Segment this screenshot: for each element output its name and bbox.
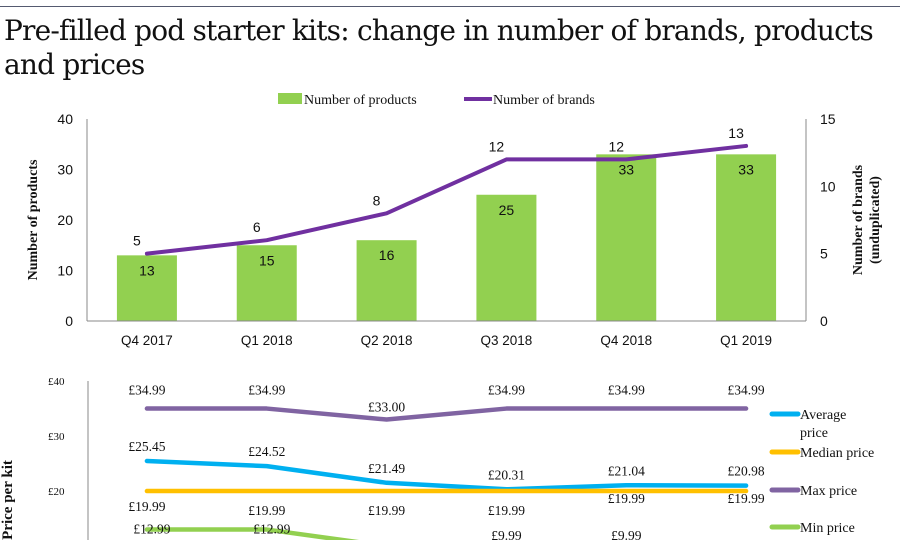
legend-swatch-products [278,93,302,104]
bar-products [236,245,297,321]
line-brands [144,143,749,256]
x-tick-label: Q2 2018 [361,333,413,348]
data-label: £19.99 [728,491,765,506]
y2-axis-title: (unduplicated) [868,176,883,264]
data-label: £21.04 [608,463,645,478]
bar-label: 16 [379,247,395,263]
data-label: £34.99 [128,383,165,398]
data-label: £34.99 [728,383,765,398]
bar-label: 25 [499,202,515,218]
line-min-price [144,527,360,540]
data-label: £19.99 [488,503,525,518]
line-label: 12 [608,138,624,154]
data-label: £19.99 [368,503,405,518]
y2-tick-label: 5 [820,246,828,262]
line-label: 12 [489,138,505,154]
line-average-price [144,458,749,492]
top-rule [0,6,900,7]
line-label: 5 [133,233,141,249]
x-tick-label: Q1 2018 [241,333,293,348]
data-label: £12.99 [253,522,290,537]
y-tick-label: 10 [57,263,73,279]
legend-label: Min price [800,521,855,536]
y2-tick-label: 10 [820,178,836,194]
legend-label: Number of products [304,93,417,108]
data-label: £20.98 [728,464,765,479]
y-tick-label: 20 [57,212,73,228]
data-label: £19.99 [608,491,645,506]
data-label: £20.31 [488,467,525,482]
y-tick-label: £30 [48,431,65,443]
bar-label: 33 [618,161,634,177]
line-label: 13 [728,125,744,141]
y-tick-label: 40 [57,111,73,127]
legend-label: Average [800,408,846,423]
bar-label: 15 [259,252,275,268]
y-tick-label: 30 [57,162,73,178]
y2-tick-label: 0 [820,313,828,329]
line-label: 6 [253,219,261,235]
x-tick-label: Q3 2018 [481,333,533,348]
y2-tick-label: 15 [820,111,836,127]
data-label: £24.52 [248,444,285,459]
legend-label: Number of brands [493,93,595,108]
data-label: £34.99 [488,383,525,398]
bar-label: 13 [139,262,155,278]
page-title: Pre-filled pod starter kits: change in n… [4,14,874,81]
data-label: £9.99 [491,528,522,540]
bar-label: 33 [738,161,754,177]
y-tick-label: 0 [65,313,73,329]
bar-products [476,194,537,321]
data-label: £21.49 [368,461,405,476]
data-label: £9.99 [611,528,642,540]
data-label: £19.99 [128,499,165,514]
line-max-price [144,406,749,422]
data-label: £12.99 [133,522,170,537]
y-tick-label: £20 [48,486,65,498]
x-tick-label: Q1 2019 [720,333,772,348]
data-label: £34.99 [608,383,645,398]
legend-label: price [800,426,828,441]
y-axis-title: Number of products [26,159,41,280]
data-label: £19.99 [248,503,285,518]
bar-products [356,240,417,321]
bar-products [596,154,657,321]
data-label: £33.00 [368,400,405,415]
bar-products [716,154,777,321]
y-tick-label: £40 [48,376,65,388]
x-tick-label: Q4 2018 [600,333,652,348]
x-tick-label: Q4 2017 [121,333,173,348]
y2-axis-title: Number of brands [851,164,866,275]
y-axis-title: Price per kit [0,460,16,540]
bar-products [116,255,177,321]
line-label: 8 [373,192,381,208]
data-label: £34.99 [248,383,285,398]
legend-label: Max price [800,484,857,499]
legend-label: Median price [800,446,874,461]
data-label: £25.45 [128,439,165,454]
